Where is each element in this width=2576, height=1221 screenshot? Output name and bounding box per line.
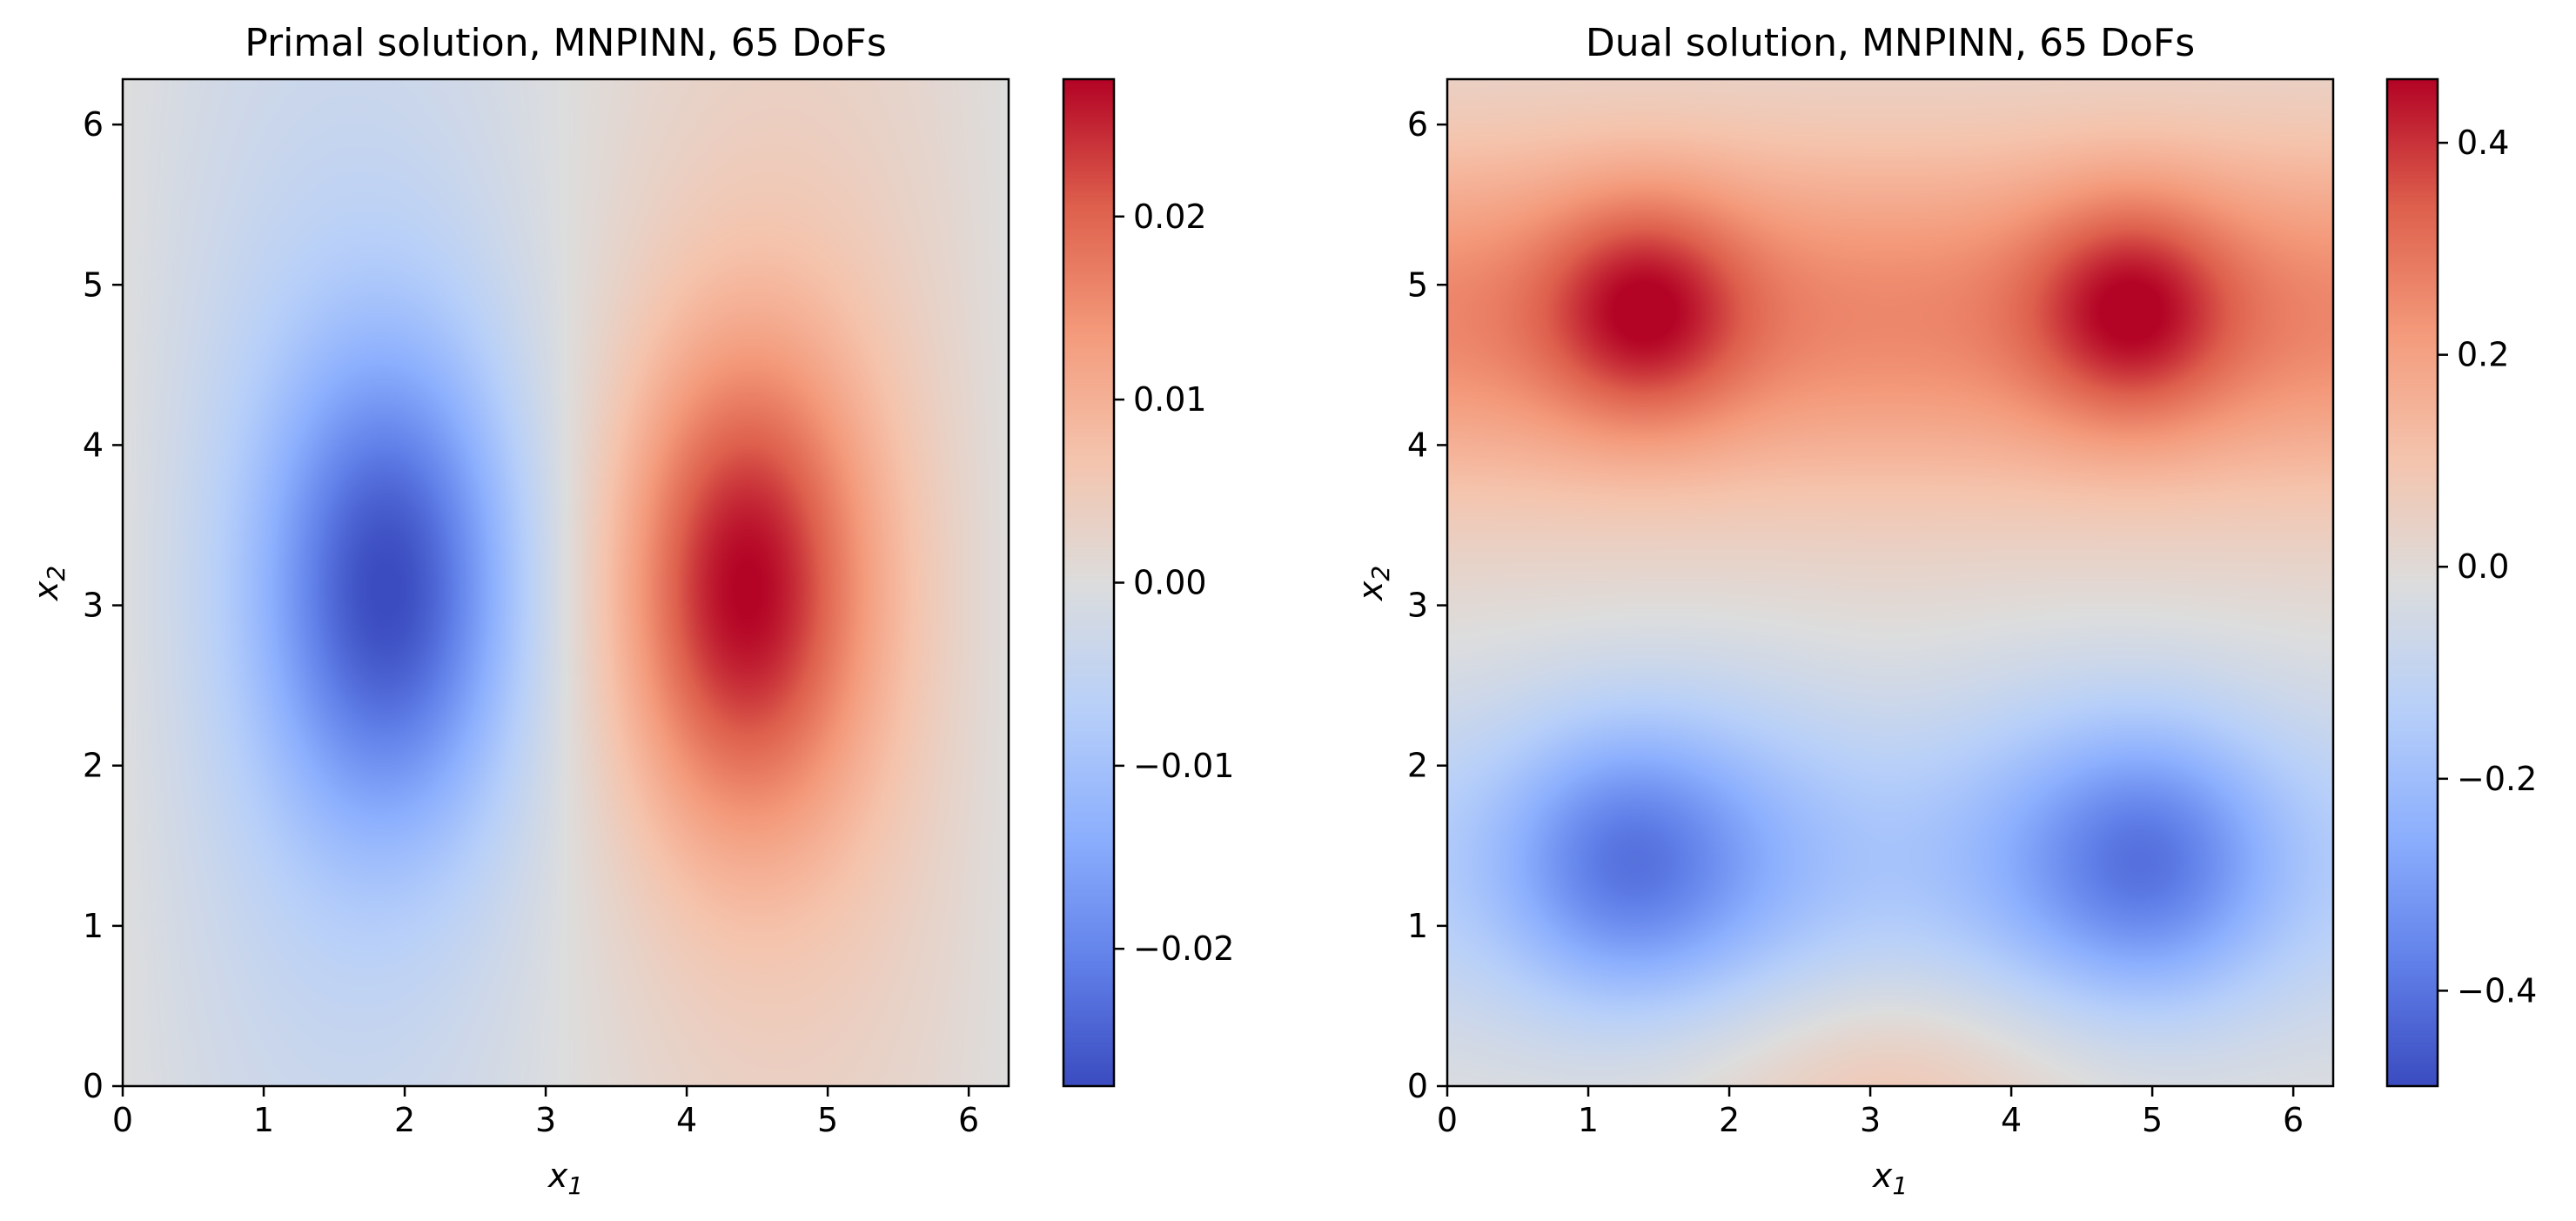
x-tick-label: 6 — [958, 1101, 979, 1139]
dual-colorbar — [2387, 79, 2438, 1086]
colorbar-tick-label: 0.01 — [1133, 380, 1207, 419]
primal-heatmap — [123, 79, 1009, 1086]
dual-plot-frame — [1446, 77, 2335, 1088]
primal-y-ticks: 0 1 2 3 4 5 6 — [83, 105, 123, 1105]
primal-colorbar-ticks: 0.02 0.01 0.00 −0.01 −0.02 — [1114, 198, 1234, 968]
colorbar-tick-label: −0.2 — [2457, 760, 2537, 798]
colorbar-tick-label: 0.4 — [2457, 124, 2509, 162]
colorbar-tick-label: −0.4 — [2457, 971, 2537, 1010]
x-tick-label: 2 — [1719, 1101, 1740, 1139]
dual-x-label: x1 — [1872, 1157, 1908, 1200]
y-tick-label: 4 — [1407, 426, 1428, 464]
x-tick-label: 2 — [394, 1101, 415, 1139]
x-tick-label: 1 — [1578, 1101, 1599, 1139]
y-tick-label: 5 — [83, 265, 104, 304]
y-tick-label: 5 — [1407, 265, 1428, 304]
dual-title: Dual solution, MNPINN, 65 DoFs — [1586, 21, 2195, 65]
y-tick-label: 2 — [1407, 747, 1428, 785]
colorbar-tick-label: −0.02 — [1133, 929, 1234, 968]
dual-heatmap — [1447, 79, 2333, 1086]
x-tick-label: 5 — [817, 1101, 838, 1139]
x-tick-label: 5 — [2142, 1101, 2163, 1139]
primal-plot-frame — [121, 77, 1010, 1088]
y-tick-label: 1 — [83, 907, 104, 945]
y-tick-label: 3 — [83, 587, 104, 625]
dual-y-label: x2 — [1352, 566, 1395, 601]
x-tick-label: 4 — [676, 1101, 697, 1139]
colorbar-tick-label: 0.00 — [1133, 564, 1207, 602]
dual-colorbar-frame — [2385, 77, 2439, 1088]
dual-y-ticks: 0 1 2 3 4 5 6 — [1407, 105, 1447, 1105]
y-tick-label: 2 — [83, 747, 104, 785]
x-tick-label: 4 — [2001, 1101, 2022, 1139]
y-tick-label: 6 — [1407, 105, 1428, 144]
x-tick-label: 1 — [253, 1101, 274, 1139]
y-tick-label: 0 — [83, 1067, 104, 1105]
x-tick-label: 6 — [2283, 1101, 2304, 1139]
primal-x-ticks: 0 1 2 3 4 5 6 — [112, 1086, 979, 1139]
primal-y-label: x2 — [27, 566, 70, 601]
colorbar-tick-label: −0.01 — [1133, 747, 1234, 785]
primal-title: Primal solution, MNPINN, 65 DoFs — [245, 21, 887, 65]
y-tick-label: 0 — [1407, 1067, 1428, 1105]
colorbar-tick-label: 0.0 — [2457, 547, 2509, 586]
y-tick-label: 6 — [83, 105, 104, 144]
x-tick-label: 0 — [1437, 1101, 1458, 1139]
x-tick-label: 0 — [112, 1101, 133, 1139]
x-tick-label: 3 — [1860, 1101, 1881, 1139]
dual-panel: Dual solution, MNPINN, 65 DoFs 0 1 2 3 4 5 6 0… — [1352, 21, 2537, 1200]
y-tick-label: 3 — [1407, 587, 1428, 625]
primal-panel: Primal solution, MNPINN, 65 DoFs 0 1 2 3 4 5 6… — [27, 21, 1234, 1200]
primal-colorbar — [1063, 79, 1114, 1086]
y-tick-label: 4 — [83, 426, 104, 464]
primal-x-label: x1 — [547, 1157, 583, 1200]
colorbar-tick-label: 0.2 — [2457, 336, 2509, 374]
dual-x-ticks: 0 1 2 3 4 5 6 — [1437, 1086, 2304, 1139]
y-tick-label: 1 — [1407, 907, 1428, 945]
x-tick-label: 3 — [535, 1101, 556, 1139]
dual-colorbar-ticks: 0.4 0.2 0.0 −0.2 −0.4 — [2438, 124, 2537, 1010]
colorbar-tick-label: 0.02 — [1133, 198, 1207, 236]
